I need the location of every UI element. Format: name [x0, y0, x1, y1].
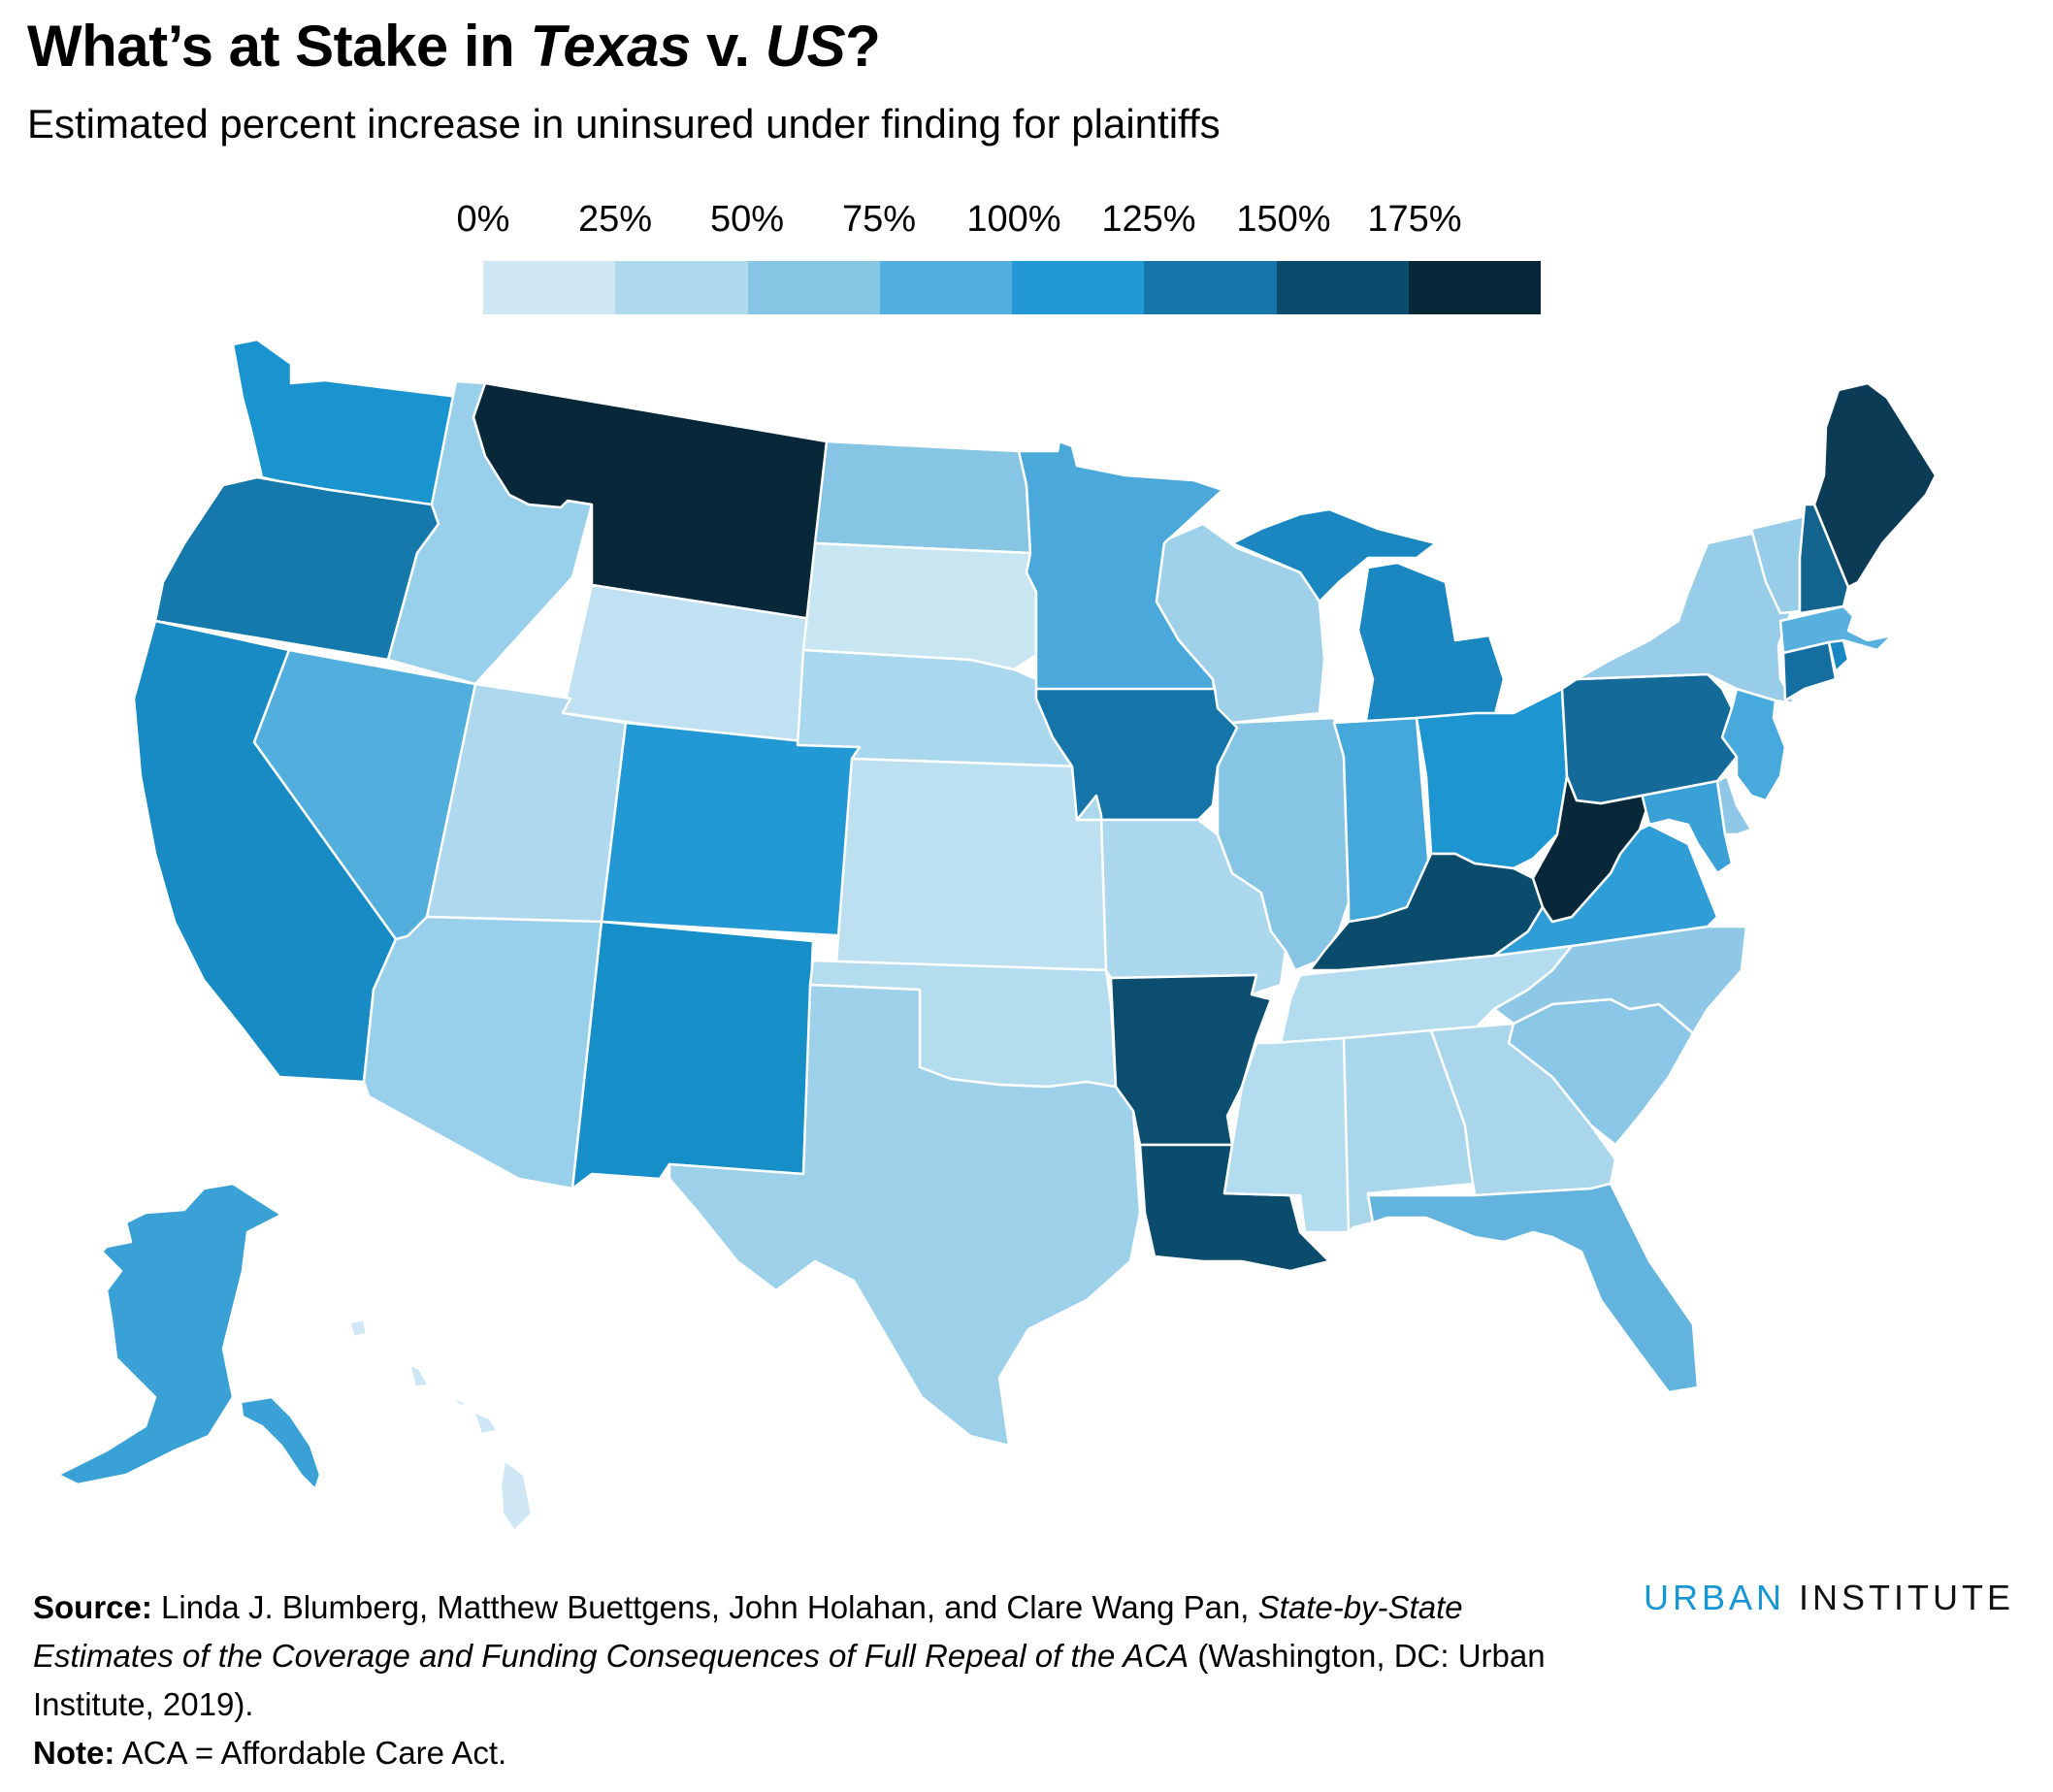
source-note: Source: Linda J. Blumberg, Matthew Buett…	[33, 1583, 1605, 1777]
source-publisher: (Washington, DC: Urban Institute, 2019).	[33, 1638, 1546, 1722]
title-text-v: v.	[690, 14, 766, 79]
state-FL	[1366, 1182, 1700, 1394]
legend-swatch-25-50	[615, 261, 748, 314]
legend-label-125: 125%	[1101, 199, 1196, 240]
source-label: Source:	[33, 1589, 152, 1625]
legend-swatch-150-175	[1276, 261, 1409, 314]
title-question-mark: ?	[845, 14, 881, 79]
note-label: Note:	[33, 1735, 115, 1771]
state-NM	[570, 920, 815, 1190]
color-legend: 0% 25% 50% 75% 100% 125% 150% 175%	[457, 199, 1541, 314]
legend-label-75: 75%	[841, 199, 917, 240]
state-RI	[1827, 638, 1850, 673]
state-NC	[1492, 925, 1748, 1035]
legend-swatch-100-125	[1012, 261, 1145, 314]
state-ME	[1812, 381, 1938, 589]
title-text: What’s at Stake in	[27, 14, 531, 79]
legend-color-bar	[483, 261, 1541, 314]
state-TX	[668, 983, 1142, 1448]
chart-subtitle: Estimated percent increase in uninsured …	[27, 101, 1221, 147]
title-italic-us: US	[765, 14, 846, 79]
state-KS	[834, 757, 1108, 972]
legend-labels: 0% 25% 50% 75% 100% 125% 150% 175%	[457, 199, 1541, 249]
legend-swatch-125-150	[1144, 261, 1277, 314]
legend-swatch-50-75	[747, 261, 880, 314]
state-AR	[1109, 973, 1273, 1147]
state-ND	[813, 440, 1032, 555]
state-CO	[600, 721, 862, 938]
state-SD	[801, 541, 1038, 671]
logo-institute: INSTITUTE	[1799, 1578, 2015, 1617]
state-HI	[347, 1318, 534, 1533]
state-CT	[1781, 640, 1838, 702]
logo-urban: URBAN	[1644, 1578, 1786, 1617]
legend-label-0: 0%	[456, 199, 510, 240]
chart-title: What’s at Stake in Texas v. US?	[27, 8, 881, 85]
us-choropleth-map	[56, 338, 1938, 1533]
state-AK	[56, 1182, 322, 1491]
legend-label-50: 50%	[709, 199, 785, 240]
legend-label-25: 25%	[577, 199, 653, 240]
note-text: ACA = Affordable Care Act.	[114, 1735, 507, 1771]
legend-swatch-0-25	[483, 261, 616, 314]
state-NJ	[1720, 687, 1787, 802]
legend-label-175: 175%	[1367, 199, 1462, 240]
legend-label-150: 150%	[1236, 199, 1331, 240]
legend-label-100: 100%	[966, 199, 1061, 240]
note-paragraph: Note: ACA = Affordable Care Act.	[33, 1729, 1605, 1777]
source-report-title: State-by-State Estimates of the Coverage…	[33, 1589, 1463, 1674]
source-authors: Linda J. Blumberg, Matthew Buettgens, Jo…	[151, 1589, 1258, 1625]
urban-institute-logo: URBAN INSTITUTE	[1644, 1578, 2014, 1618]
legend-swatch-175-plus	[1408, 261, 1541, 314]
state-OH	[1415, 687, 1569, 870]
state-DE	[1715, 774, 1753, 836]
legend-swatch-75-100	[879, 261, 1012, 314]
title-italic-texas: Texas	[530, 14, 691, 79]
state-AZ	[362, 915, 603, 1190]
source-paragraph: Source: Linda J. Blumberg, Matthew Buett…	[33, 1583, 1547, 1729]
